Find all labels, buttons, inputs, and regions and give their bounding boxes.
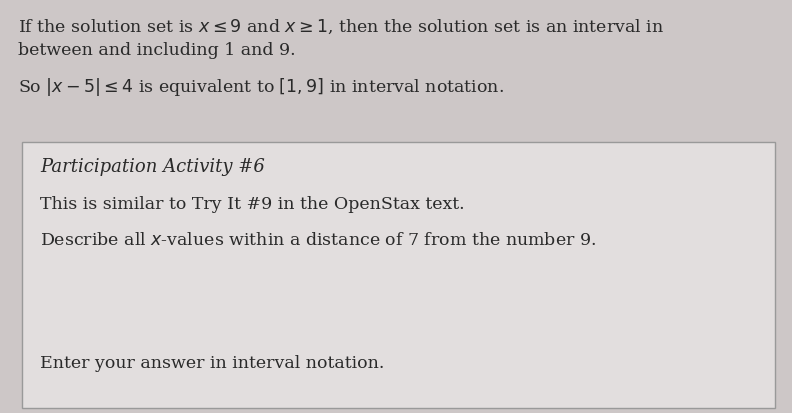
Text: This is similar to Try It #9 in the OpenStax text.: This is similar to Try It #9 in the Open… xyxy=(40,196,465,213)
Text: Describe all $x$-values within a distance of 7 from the number 9.: Describe all $x$-values within a distanc… xyxy=(40,232,596,249)
Text: between and including 1 and 9.: between and including 1 and 9. xyxy=(18,42,295,59)
Text: So $|x - 5| \leq 4$ is equivalent to $[1, 9]$ in interval notation.: So $|x - 5| \leq 4$ is equivalent to $[1… xyxy=(18,76,504,98)
FancyBboxPatch shape xyxy=(22,142,775,408)
Text: If the solution set is $x \leq 9$ and $x \geq 1$, then the solution set is an in: If the solution set is $x \leq 9$ and $x… xyxy=(18,18,664,36)
Text: Participation Activity #6: Participation Activity #6 xyxy=(40,158,265,176)
Text: Enter your answer in interval notation.: Enter your answer in interval notation. xyxy=(40,355,384,372)
